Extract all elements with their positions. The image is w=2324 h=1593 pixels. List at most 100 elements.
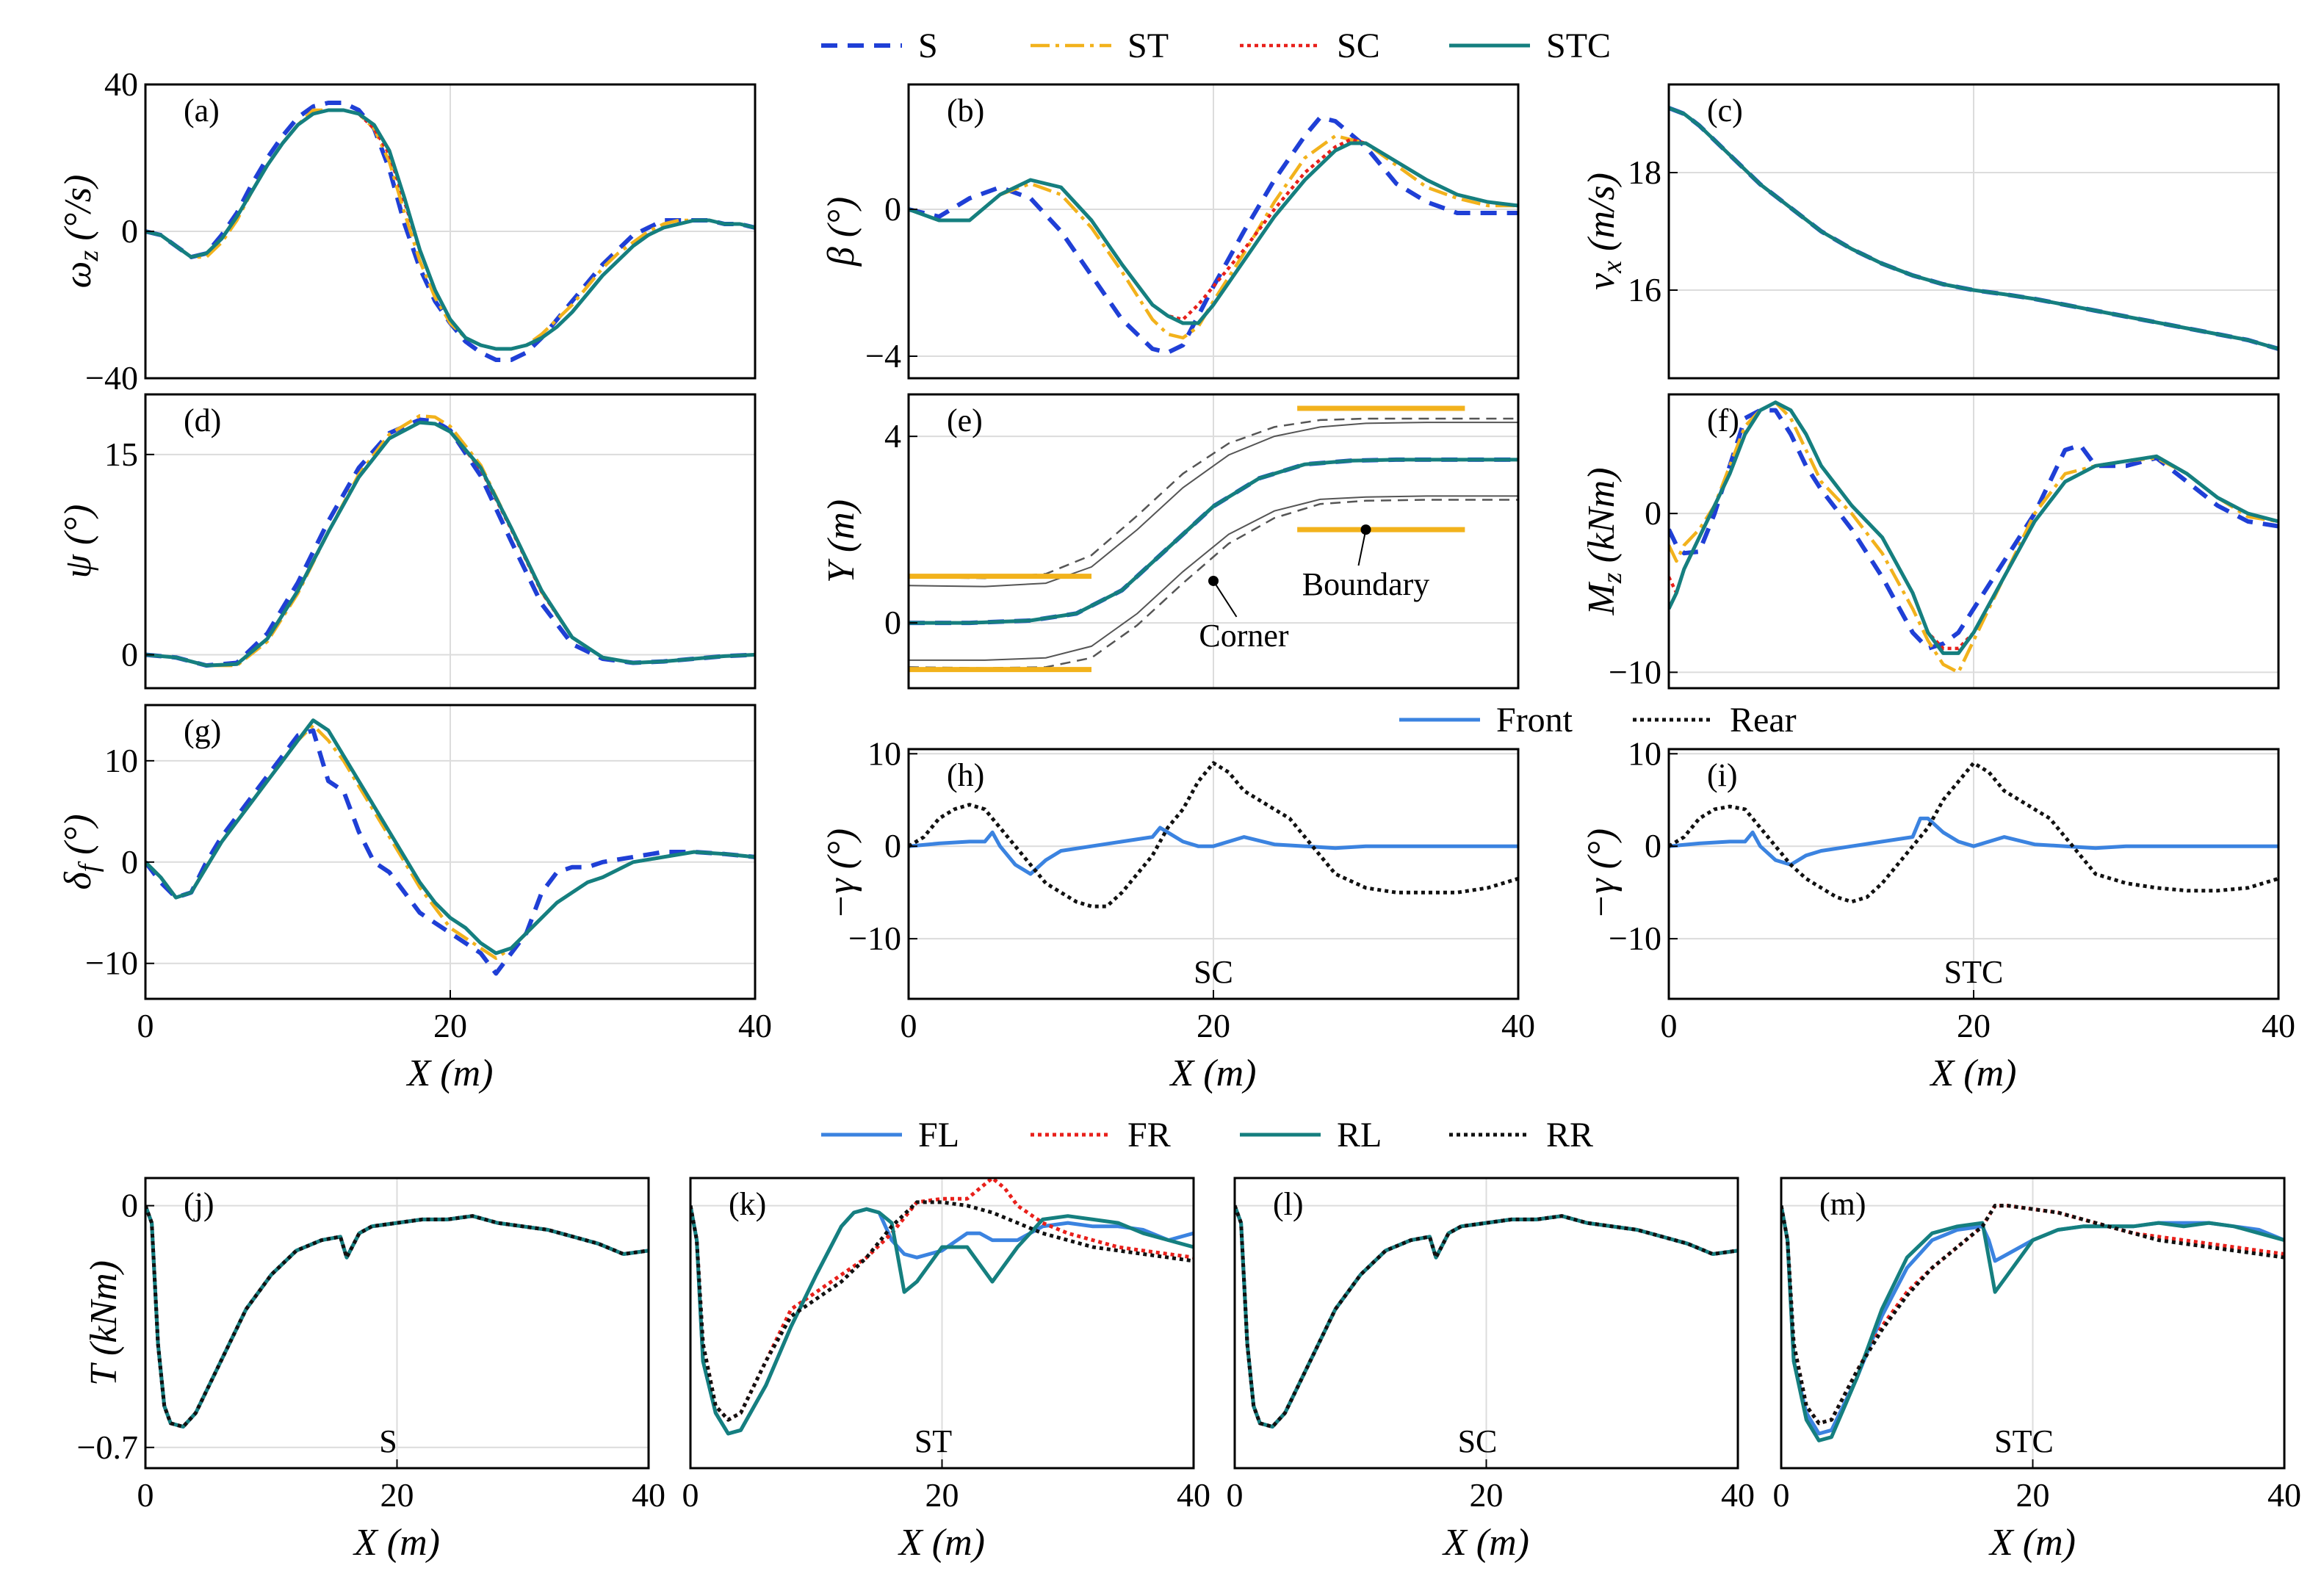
legend-label-Rear: Rear [1730,701,1797,740]
series-m-FL [1781,1205,2284,1436]
xtick-label: 20 [925,1476,959,1514]
series-b-S [909,115,1518,355]
ylabel-e: Y (m) [820,499,862,583]
xtick-label: 0 [682,1476,699,1514]
legend-method: S ST SC STC [821,26,1611,65]
xtick-label: 40 [1501,1007,1535,1044]
ytick-label: 10 [104,742,138,779]
panel-d: 0 15 (d) ψ (°) [57,393,757,690]
panel-b: −4 0 (b) β (°) [820,83,1520,380]
legend-axle: Front Rear [1399,701,1797,740]
panel-tag-a: (a) [184,93,220,129]
annotation-dot-1 [1208,575,1219,586]
legend-label-FR: FR [1127,1116,1171,1155]
xtick-label: 40 [1177,1476,1210,1514]
panel-l: 0 20 40 (l) SC X (m) [1227,1177,1755,1564]
series-e-STC [909,458,1518,625]
panel-e: Boundary Corner 0 4 (e) Y (m) [820,393,1520,690]
xtick-label: 40 [738,1007,772,1044]
plot-area-l [1235,1204,1738,1429]
road-edge-2 [909,495,1518,661]
ytick-label: 16 [1628,271,1661,308]
xtick-label: 40 [1721,1476,1755,1514]
annotation-0: Boundary [1302,566,1430,602]
xtick-label: 20 [380,1476,414,1514]
ylabel-i: −γ (°) [1581,828,1623,920]
panel-m: 0 20 40 (m) STC X (m) [1773,1177,2301,1564]
xlabel-m: X (m) [1988,1522,2076,1564]
panel-h: −10 0 10 0 20 40 (h) SC −γ (°) X (m) [820,734,1535,1094]
axes-frame-f [1667,393,2280,690]
xtick-label: 0 [137,1476,154,1514]
series-h-Rear [909,761,1518,909]
legend-label-Front: Front [1496,701,1573,740]
xtick-label: 40 [2262,1007,2295,1044]
plot-area-m [1781,1204,2284,1442]
xlabel-k: X (m) [898,1522,985,1564]
legend-label-RR: RR [1546,1116,1593,1155]
ytick-label: 0 [121,843,138,881]
panel-tag-b: (b) [947,93,984,129]
panel-tag-l: (l) [1273,1186,1304,1222]
scenario-label-l: SC [1458,1423,1498,1459]
ytick-label: −4 [865,337,901,375]
ytick-label: 0 [884,604,901,641]
scenario-label-j: S [379,1423,397,1459]
ytick-label: −40 [85,359,138,397]
legend-label-SC: SC [1337,26,1380,65]
ylabel-h: −γ (°) [820,828,862,920]
series-l-RL [1235,1204,1738,1429]
plot-area-k [690,1178,1194,1436]
axes-frame-d [144,393,757,690]
xtick-label: 20 [1957,1007,1991,1044]
panel-tag-h: (h) [947,757,984,793]
ytick-label: 10 [867,734,901,772]
scenario-label-m: STC [1994,1423,2054,1459]
ytick-label: 0 [1645,494,1661,532]
ytick-label: −10 [1609,920,1661,957]
panel-tag-m: (m) [1819,1186,1866,1222]
legend-label-FL: FL [918,1116,959,1155]
panel-k: 0 20 40 (k) ST X (m) [682,1177,1210,1564]
xtick-label: 0 [901,1007,917,1044]
ytick-label: 0 [884,190,901,228]
series-g-STC [145,718,755,956]
legend-wheel: FL FR RL RR [821,1116,1593,1155]
series-m-RR [1781,1204,2284,1426]
plot-area-f [1669,400,2278,674]
scenario-label-h: SC [1194,954,1233,990]
scenario-label-k: ST [914,1423,952,1459]
panel-tag-e: (e) [947,402,983,438]
xtick-label: 40 [2267,1476,2301,1514]
panel-tag-c: (c) [1707,93,1743,129]
xtick-label: 40 [632,1476,665,1514]
xtick-label: 20 [1470,1476,1504,1514]
series-f-S [1669,408,2278,651]
ytick-label: 40 [104,65,138,103]
series-d-STC [145,420,755,668]
plot-area-j [145,1204,649,1429]
series-f-STC [1669,400,2278,655]
xlabel-j: X (m) [353,1522,440,1564]
xtick-label: 20 [1197,1007,1230,1044]
plot-area-h [909,761,1518,909]
series-h-Front [909,826,1518,876]
panel-tag-d: (d) [184,402,221,438]
series-c-STC [1669,106,2278,351]
xtick-label: 0 [137,1007,154,1044]
series-b-STC [909,141,1518,325]
xtick-label: 20 [2016,1476,2050,1514]
ylabel-f: Mz (kNm) [1581,467,1628,615]
panel-a: −40 0 40 (a) ωz (°/s) [57,65,757,397]
panel-tag-g: (g) [184,713,221,749]
ytick-label: 0 [121,212,138,250]
plot-area-c [1669,106,2278,351]
ytick-label: −10 [848,920,901,957]
axes-frame-e [907,393,1520,690]
ytick-label: 0 [1645,827,1661,864]
xlabel-i: X (m) [1930,1052,2017,1094]
panel-f: −10 0 (f) Mz (kNm) [1581,393,2280,690]
plot-area-g [145,718,755,976]
annotation-leader-1 [1213,580,1238,618]
